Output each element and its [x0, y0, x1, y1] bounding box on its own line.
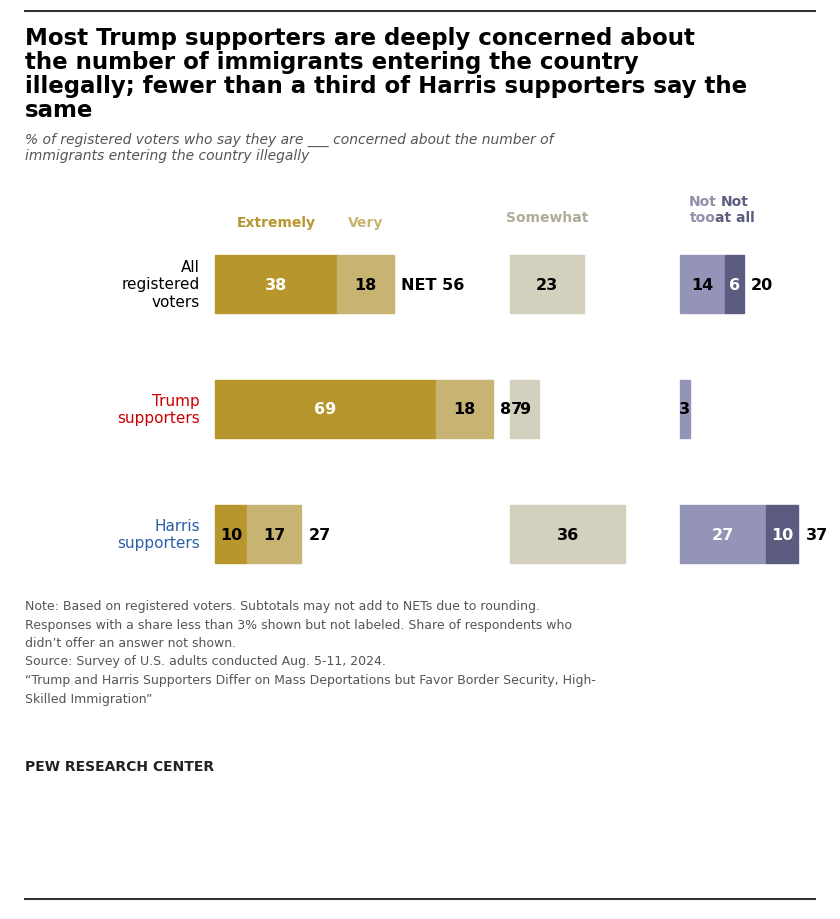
- Text: Not
too: Not too: [689, 195, 717, 225]
- Text: 17: 17: [263, 527, 286, 542]
- Bar: [510, 380, 538, 438]
- Text: 14: 14: [691, 278, 713, 292]
- Text: 10: 10: [220, 527, 242, 542]
- Text: 38: 38: [265, 278, 287, 292]
- Text: Harris
supporters: Harris supporters: [118, 518, 200, 550]
- Bar: [766, 505, 798, 563]
- Text: immigrants entering the country illegally: immigrants entering the country illegall…: [25, 149, 309, 163]
- Text: 27: 27: [712, 527, 734, 542]
- Text: Somewhat: Somewhat: [506, 210, 588, 225]
- Bar: [337, 255, 394, 313]
- Text: 18: 18: [454, 402, 475, 417]
- Text: 36: 36: [556, 527, 579, 542]
- Bar: [215, 255, 337, 313]
- Text: Trump
supporters: Trump supporters: [118, 393, 200, 425]
- Bar: [510, 505, 625, 563]
- Bar: [510, 255, 584, 313]
- Bar: [215, 505, 247, 563]
- Text: 18: 18: [354, 278, 376, 292]
- Text: 69: 69: [314, 402, 337, 417]
- Text: % of registered voters who say they are ___ concerned about the number of: % of registered voters who say they are …: [25, 133, 554, 147]
- Text: Note: Based on registered voters. Subtotals may not add to NETs due to rounding.: Note: Based on registered voters. Subtot…: [25, 599, 596, 705]
- Text: 37: 37: [806, 527, 827, 542]
- Text: Most Trump supporters are deeply concerned about: Most Trump supporters are deeply concern…: [25, 27, 695, 50]
- Text: 10: 10: [771, 527, 794, 542]
- Text: 20: 20: [751, 278, 774, 292]
- Bar: [680, 380, 690, 438]
- Bar: [725, 255, 744, 313]
- Text: Extremely: Extremely: [236, 216, 315, 230]
- Text: 23: 23: [536, 278, 558, 292]
- Text: illegally; fewer than a third of Harris supporters say the: illegally; fewer than a third of Harris …: [25, 75, 747, 98]
- Text: NET 56: NET 56: [402, 278, 465, 292]
- Text: 3: 3: [680, 402, 690, 417]
- Bar: [215, 380, 436, 438]
- Text: same: same: [25, 99, 93, 122]
- Text: 9: 9: [519, 402, 530, 417]
- Text: Very: Very: [348, 216, 383, 230]
- Text: 87: 87: [501, 402, 522, 417]
- Bar: [680, 505, 766, 563]
- Text: 27: 27: [308, 527, 331, 542]
- Text: Not
at all: Not at all: [715, 195, 754, 225]
- Text: 6: 6: [729, 278, 740, 292]
- Text: the number of immigrants entering the country: the number of immigrants entering the co…: [25, 51, 638, 74]
- Bar: [680, 255, 725, 313]
- Bar: [247, 505, 302, 563]
- Text: All
registered
voters: All registered voters: [122, 260, 200, 310]
- Bar: [436, 380, 493, 438]
- Text: PEW RESEARCH CENTER: PEW RESEARCH CENTER: [25, 759, 214, 773]
